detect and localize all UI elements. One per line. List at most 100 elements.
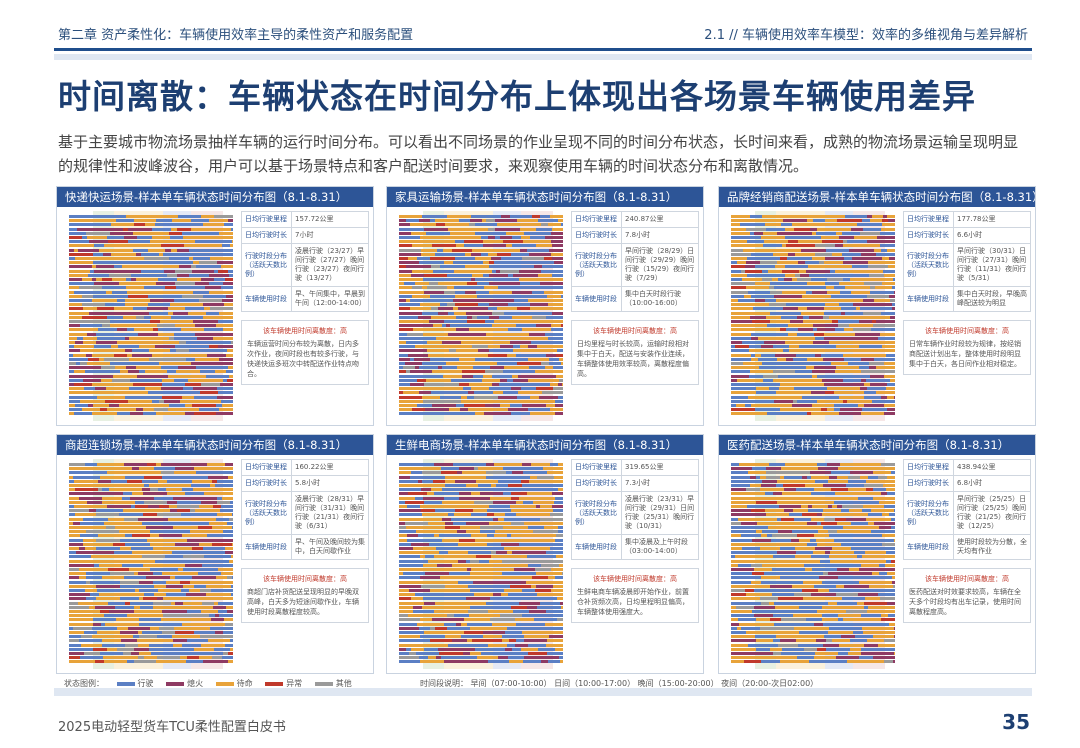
status-segment bbox=[881, 227, 895, 231]
status-segment bbox=[798, 261, 805, 265]
status-segment bbox=[814, 488, 831, 492]
status-segment bbox=[69, 475, 73, 479]
status-segment bbox=[761, 315, 766, 319]
status-segment bbox=[879, 265, 888, 269]
status-segment bbox=[101, 378, 112, 382]
status-segment bbox=[97, 559, 107, 563]
status-segment bbox=[219, 471, 233, 475]
status-segment bbox=[832, 505, 837, 508]
status-segment bbox=[751, 656, 766, 660]
status-segment bbox=[418, 479, 422, 483]
metric-label: 行驶时段分布（活跃天数比例） bbox=[571, 491, 622, 535]
timeline-row bbox=[731, 626, 895, 630]
timeline-row bbox=[399, 542, 563, 546]
status-segment bbox=[764, 618, 770, 622]
status-segment bbox=[814, 366, 819, 370]
status-segment bbox=[69, 647, 79, 651]
scenario-panel: 家具运输场景-样本单车辆状态时间分布图（8.1-8.31） 日均行驶里程 240.8… bbox=[386, 186, 704, 426]
status-segment bbox=[468, 475, 477, 479]
status-segment bbox=[150, 568, 167, 571]
timeline-row bbox=[69, 622, 233, 626]
status-segment bbox=[221, 635, 233, 639]
status-segment bbox=[793, 614, 807, 618]
status-segment bbox=[85, 589, 97, 592]
status-segment bbox=[468, 584, 485, 588]
metric-label: 日均行驶里程 bbox=[571, 459, 622, 476]
status-segment bbox=[185, 404, 192, 407]
status-segment bbox=[788, 286, 807, 290]
status-segment bbox=[185, 563, 202, 567]
status-segment bbox=[79, 639, 102, 643]
status-segment bbox=[808, 505, 812, 508]
status-segment bbox=[760, 547, 780, 550]
status-segment bbox=[881, 492, 887, 496]
status-segment bbox=[552, 341, 563, 344]
status-segment bbox=[840, 534, 851, 538]
status-segment bbox=[125, 303, 148, 307]
status-segment bbox=[483, 631, 505, 634]
status-segment bbox=[399, 273, 411, 277]
status-segment bbox=[808, 509, 823, 513]
status-segment bbox=[74, 505, 84, 508]
status-segment bbox=[231, 584, 233, 588]
status-segment bbox=[559, 631, 563, 634]
status-segment bbox=[460, 526, 480, 529]
timeline-row bbox=[399, 315, 563, 319]
status-segment bbox=[209, 219, 228, 223]
status-segment bbox=[232, 614, 233, 618]
status-segment bbox=[425, 555, 434, 559]
table-row: 日均行驶里程 438.94公里 bbox=[903, 459, 1031, 476]
status-segment bbox=[459, 492, 471, 496]
status-segment bbox=[88, 374, 113, 378]
timeline-row bbox=[399, 332, 563, 336]
status-segment bbox=[192, 593, 206, 597]
status-segment bbox=[203, 622, 225, 626]
status-segment bbox=[774, 286, 788, 290]
status-segment bbox=[795, 370, 812, 374]
status-segment bbox=[509, 639, 516, 643]
status-segment bbox=[547, 294, 561, 298]
status-segment bbox=[80, 349, 100, 353]
status-segment bbox=[114, 353, 127, 357]
status-segment bbox=[780, 660, 802, 664]
status-segment bbox=[440, 357, 459, 361]
status-segment bbox=[399, 517, 421, 521]
status-segment bbox=[842, 252, 861, 256]
status-segment bbox=[399, 551, 423, 555]
status-segment bbox=[731, 299, 738, 302]
status-segment bbox=[485, 320, 494, 323]
status-segment bbox=[511, 252, 529, 256]
status-segment bbox=[128, 610, 134, 613]
status-segment bbox=[792, 374, 812, 378]
status-segment bbox=[456, 349, 478, 353]
status-segment bbox=[438, 307, 453, 311]
status-segment bbox=[783, 349, 789, 353]
status-segment bbox=[88, 404, 93, 407]
status-segment bbox=[223, 631, 233, 634]
status-segment bbox=[468, 391, 474, 395]
status-segment bbox=[206, 618, 211, 622]
status-segment bbox=[843, 336, 865, 340]
timeline-row bbox=[69, 286, 233, 290]
timeline-row bbox=[69, 605, 233, 609]
status-segment bbox=[85, 547, 96, 550]
status-segment bbox=[131, 278, 136, 281]
status-segment bbox=[551, 568, 563, 571]
status-segment bbox=[187, 290, 193, 294]
status-segment bbox=[136, 315, 144, 319]
status-segment bbox=[792, 223, 813, 227]
status-segment bbox=[447, 286, 454, 290]
metric-label: 车辆使用时段 bbox=[241, 286, 292, 312]
timeline-row bbox=[731, 332, 895, 336]
status-segment bbox=[211, 589, 222, 592]
status-segment bbox=[430, 626, 435, 630]
status-segment bbox=[442, 517, 451, 521]
status-segment bbox=[153, 328, 158, 332]
status-segment bbox=[455, 593, 474, 597]
status-segment bbox=[809, 252, 815, 256]
status-segment bbox=[802, 294, 822, 298]
timeline-row bbox=[399, 614, 563, 618]
status-segment bbox=[399, 484, 416, 487]
status-segment bbox=[849, 248, 874, 252]
status-segment bbox=[754, 231, 763, 235]
